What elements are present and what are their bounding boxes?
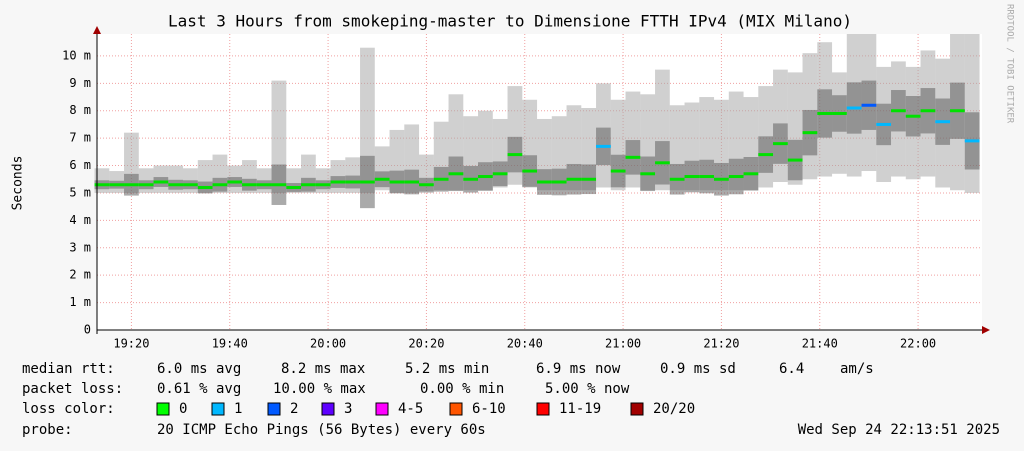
stat-label: median rtt:	[22, 361, 115, 377]
stat-value: 10.00 % max	[273, 381, 366, 397]
y-tick-label: 6 m	[69, 158, 91, 172]
loss-color-item: 2	[290, 401, 298, 417]
y-tick-label: 4 m	[69, 213, 91, 227]
x-tick-label: 19:20	[113, 337, 149, 351]
loss-color-swatch	[267, 402, 281, 416]
loss-color-swatch	[321, 402, 335, 416]
y-tick-label: 7 m	[69, 131, 91, 145]
stat-value: 8.2 ms max	[281, 361, 365, 377]
probe-label: probe:	[22, 422, 73, 438]
stat-label: packet loss:	[22, 381, 123, 397]
chart-title: Last 3 Hours from smokeping-master to Di…	[168, 12, 852, 31]
stat-value: 0.61 % avg	[157, 381, 241, 397]
y-tick-label: 3 m	[69, 240, 91, 254]
stat-value: 0.9 ms sd	[660, 361, 736, 377]
y-tick-label: 5 m	[69, 185, 91, 199]
x-tick-label: 21:00	[605, 337, 641, 351]
stat-value: 6.0 ms avg	[157, 361, 241, 377]
probe-text: 20 ICMP Echo Pings (56 Bytes) every 60s	[157, 422, 486, 438]
stat-value: 6.9 ms now	[536, 361, 621, 377]
x-tick-label: 22:00	[900, 337, 936, 351]
side-label: RRDTOOL / TOBI OETIKER	[1005, 4, 1015, 124]
loss-color-swatch	[630, 402, 644, 416]
y-tick-label: 8 m	[69, 103, 91, 117]
y-tick-label: 2 m	[69, 268, 91, 282]
x-axis-arrow	[982, 326, 990, 334]
y-tick-label: 1 m	[69, 295, 91, 309]
loss-color-item: 1	[234, 401, 242, 417]
y-tick-label: 0	[84, 323, 91, 337]
loss-color-item: 20/20	[653, 401, 695, 417]
loss-color-label: loss color:	[22, 401, 115, 417]
probe-date: Wed Sep 24 22:13:51 2025	[798, 422, 1000, 438]
loss-color-swatch	[211, 402, 225, 416]
x-tick-label: 20:40	[507, 337, 543, 351]
x-tick-label: 20:20	[408, 337, 444, 351]
stat-value: 5.2 ms min	[405, 361, 489, 377]
loss-color-item: 4-5	[398, 401, 423, 417]
x-tick-label: 21:40	[802, 337, 838, 351]
loss-color-item: 11-19	[559, 401, 601, 417]
stat-value: 5.00 % now	[545, 381, 630, 397]
y-tick-label: 9 m	[69, 76, 91, 90]
plot	[94, 34, 982, 331]
y-tick-label: 10 m	[62, 48, 91, 62]
loss-color-item: 0	[179, 401, 187, 417]
loss-color-swatch	[449, 402, 463, 416]
y-axis-label: Seconds	[11, 156, 26, 211]
loss-color-item: 3	[344, 401, 352, 417]
loss-color-swatch	[536, 402, 550, 416]
x-tick-label: 21:20	[703, 337, 739, 351]
stat-value: 6.4	[779, 361, 804, 377]
x-tick-label: 20:00	[310, 337, 346, 351]
stat-value: 0.00 % min	[420, 381, 504, 397]
y-axis-arrow	[93, 26, 101, 34]
stat-value: am/s	[840, 361, 874, 377]
loss-color-swatch	[375, 402, 389, 416]
loss-color-swatch	[156, 402, 170, 416]
loss-color-item: 6-10	[472, 401, 506, 417]
x-tick-label: 19:40	[212, 337, 248, 351]
